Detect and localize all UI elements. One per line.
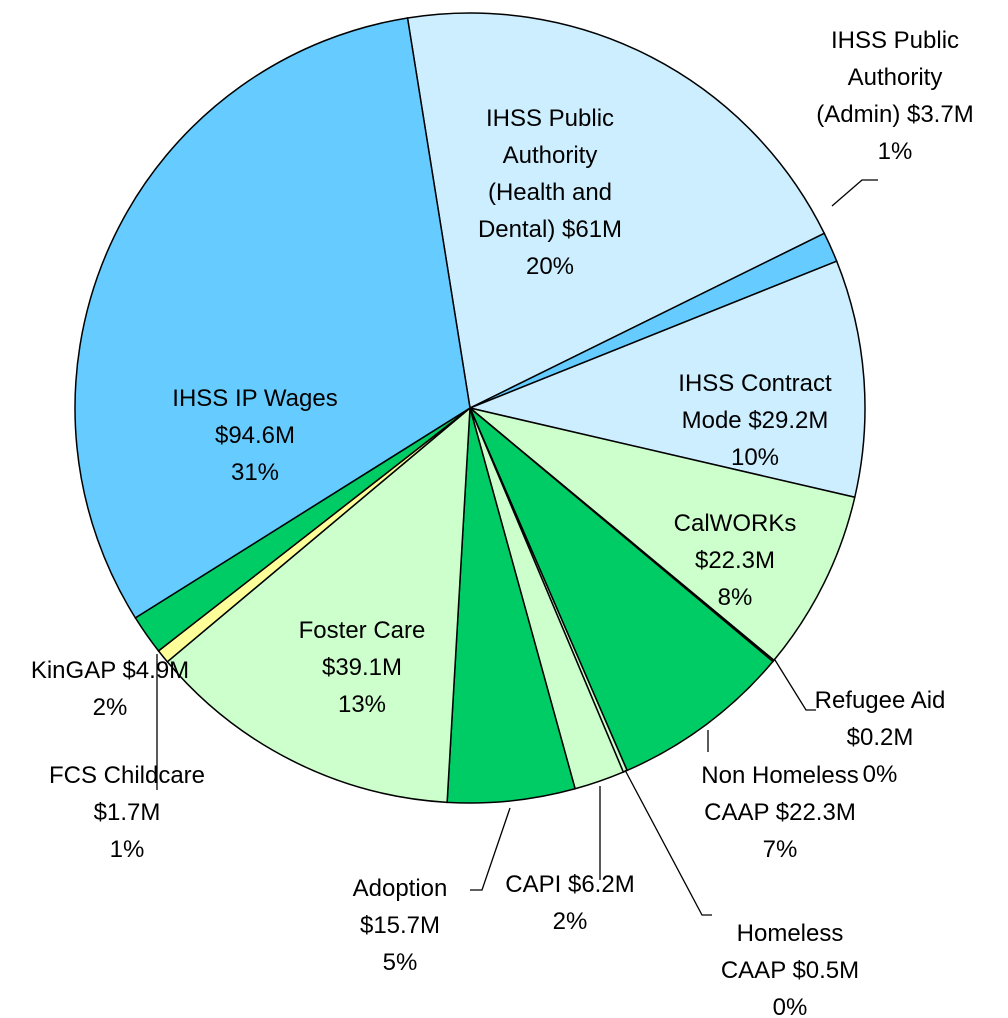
value-label: $94.6M bbox=[214, 422, 296, 449]
category-name: CAPI bbox=[505, 871, 562, 898]
percent-label: 10% bbox=[730, 444, 780, 471]
percent-label: 13% bbox=[337, 691, 387, 718]
category-name: KinGAP bbox=[30, 657, 116, 684]
percent-label: 0% bbox=[772, 994, 808, 1018]
slice-label: IHSS Contract Mode $29.2M 10% bbox=[660, 365, 850, 476]
category-name: Non Homeless CAAP bbox=[701, 762, 859, 826]
slice-label: Adoption $15.7M 5% bbox=[340, 870, 460, 981]
slice-label: IHSS Public Authority (Health and Dental… bbox=[475, 100, 625, 285]
percent-label: 1% bbox=[877, 138, 913, 165]
pie-slice bbox=[406, 12, 826, 410]
leader-line bbox=[774, 659, 816, 711]
slice-label: IHSS Public Authority (Admin) $3.7M 1% bbox=[805, 22, 985, 170]
slice-label: Foster Care $39.1M 13% bbox=[282, 612, 442, 723]
percent-label: 2% bbox=[92, 694, 128, 721]
value-label: $6.2M bbox=[567, 871, 635, 898]
value-label: $22.3M bbox=[694, 547, 776, 574]
pie-slice bbox=[469, 407, 774, 772]
percent-label: 8% bbox=[717, 584, 753, 611]
category-name: IHSS IP Wages bbox=[172, 385, 338, 412]
slice-label: Refugee Aid $0.2M 0% bbox=[805, 682, 955, 793]
value-label: $0.5M bbox=[792, 957, 860, 984]
value-label: $4.9M bbox=[122, 657, 190, 684]
percent-label: 31% bbox=[230, 459, 280, 486]
category-name: CalWORKs bbox=[673, 510, 797, 537]
slice-label: FCS Childcare $1.7M 1% bbox=[37, 757, 217, 868]
value-label: $15.7M bbox=[359, 912, 441, 939]
slice-label: CAPI $6.2M 2% bbox=[485, 866, 655, 940]
value-label: $1.7M bbox=[93, 799, 161, 826]
percent-label: 1% bbox=[109, 836, 145, 863]
pie-slice bbox=[469, 407, 856, 662]
leader-line bbox=[470, 807, 511, 891]
category-name: IHSS Contract Mode bbox=[678, 370, 832, 434]
value-label: $29.2M bbox=[748, 407, 829, 434]
category-name: FCS Childcare bbox=[48, 762, 206, 789]
pie-slice bbox=[74, 17, 471, 619]
percent-label: 7% bbox=[762, 836, 798, 863]
category-name: IHSS Public Authority (Health and Dental… bbox=[477, 105, 615, 243]
slice-label: Homeless CAAP $0.5M 0% bbox=[705, 915, 875, 1018]
leader-line bbox=[624, 769, 712, 916]
value-label: $0.2M bbox=[846, 724, 914, 751]
category-name: Homeless CAAP bbox=[720, 920, 844, 984]
category-name: Foster Care bbox=[298, 617, 426, 644]
category-name: Adoption bbox=[352, 875, 448, 902]
leader-lines bbox=[156, 179, 878, 916]
value-label: $39.1M bbox=[321, 654, 403, 681]
leader-line bbox=[831, 179, 878, 207]
pie-slice bbox=[467, 260, 866, 499]
percent-label: 20% bbox=[525, 253, 575, 280]
percent-label: 2% bbox=[552, 908, 588, 935]
value-label: $61M bbox=[562, 216, 623, 243]
pie-slice bbox=[166, 406, 471, 804]
category-name: Refugee Aid bbox=[814, 687, 946, 714]
category-name: IHSS Public Authority (Admin) bbox=[816, 27, 960, 128]
slice-label: KinGAP $4.9M 2% bbox=[0, 652, 220, 726]
slice-label: IHSS IP Wages $94.6M 31% bbox=[165, 380, 345, 491]
value-label: $3.7M bbox=[906, 101, 974, 128]
percent-label: 0% bbox=[862, 761, 898, 788]
slice-label: CalWORKs $22.3M 8% bbox=[665, 505, 805, 616]
value-label: $22.3M bbox=[775, 799, 856, 826]
slice-label: Non Homeless CAAP $22.3M 7% bbox=[680, 757, 880, 868]
percent-label: 5% bbox=[382, 949, 418, 976]
